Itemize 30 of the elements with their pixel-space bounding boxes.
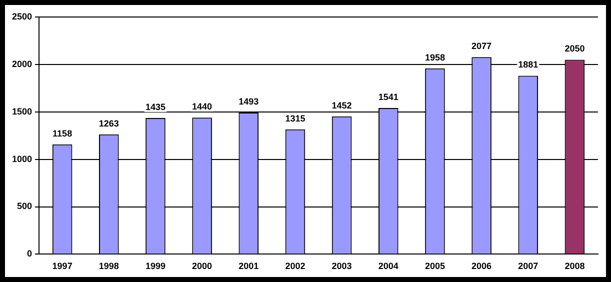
x-tick-label: 2002 bbox=[285, 261, 306, 272]
data-label: 1881 bbox=[518, 60, 538, 70]
x-tick-label: 2007 bbox=[518, 261, 538, 272]
data-label: 1452 bbox=[332, 100, 352, 110]
data-label: 2077 bbox=[472, 41, 492, 52]
data-label: 2050 bbox=[564, 44, 585, 54]
data-label: 1263 bbox=[98, 118, 119, 128]
x-tick-label: 1998 bbox=[98, 261, 119, 272]
data-label: 1435 bbox=[145, 102, 166, 112]
x-tick-label: 2005 bbox=[424, 261, 445, 272]
data-label: 1158 bbox=[52, 128, 72, 138]
data-label: 1541 bbox=[378, 92, 398, 102]
x-tick-label: 2004 bbox=[378, 261, 398, 272]
y-tick-label: 1500 bbox=[12, 106, 32, 116]
x-tick-label: 2006 bbox=[472, 261, 492, 272]
x-tick-label: 2003 bbox=[332, 261, 352, 272]
data-label: 1493 bbox=[238, 96, 259, 107]
x-tick-label: 2008 bbox=[564, 261, 585, 272]
y-tick-label: 500 bbox=[16, 201, 32, 212]
x-tick-label: 2000 bbox=[192, 261, 212, 272]
y-tick-label: 2500 bbox=[12, 11, 32, 22]
x-tick-label: 1997 bbox=[52, 261, 72, 272]
data-label: 1958 bbox=[424, 52, 445, 62]
x-tick-label: 1999 bbox=[145, 261, 166, 272]
x-tick-label: 2001 bbox=[238, 261, 259, 272]
data-label: 1315 bbox=[285, 113, 306, 124]
data-label: 1440 bbox=[192, 102, 212, 112]
y-tick-label: 2000 bbox=[12, 58, 32, 69]
y-tick-label: 0 bbox=[27, 248, 32, 259]
y-tick-label: 1000 bbox=[12, 154, 32, 164]
